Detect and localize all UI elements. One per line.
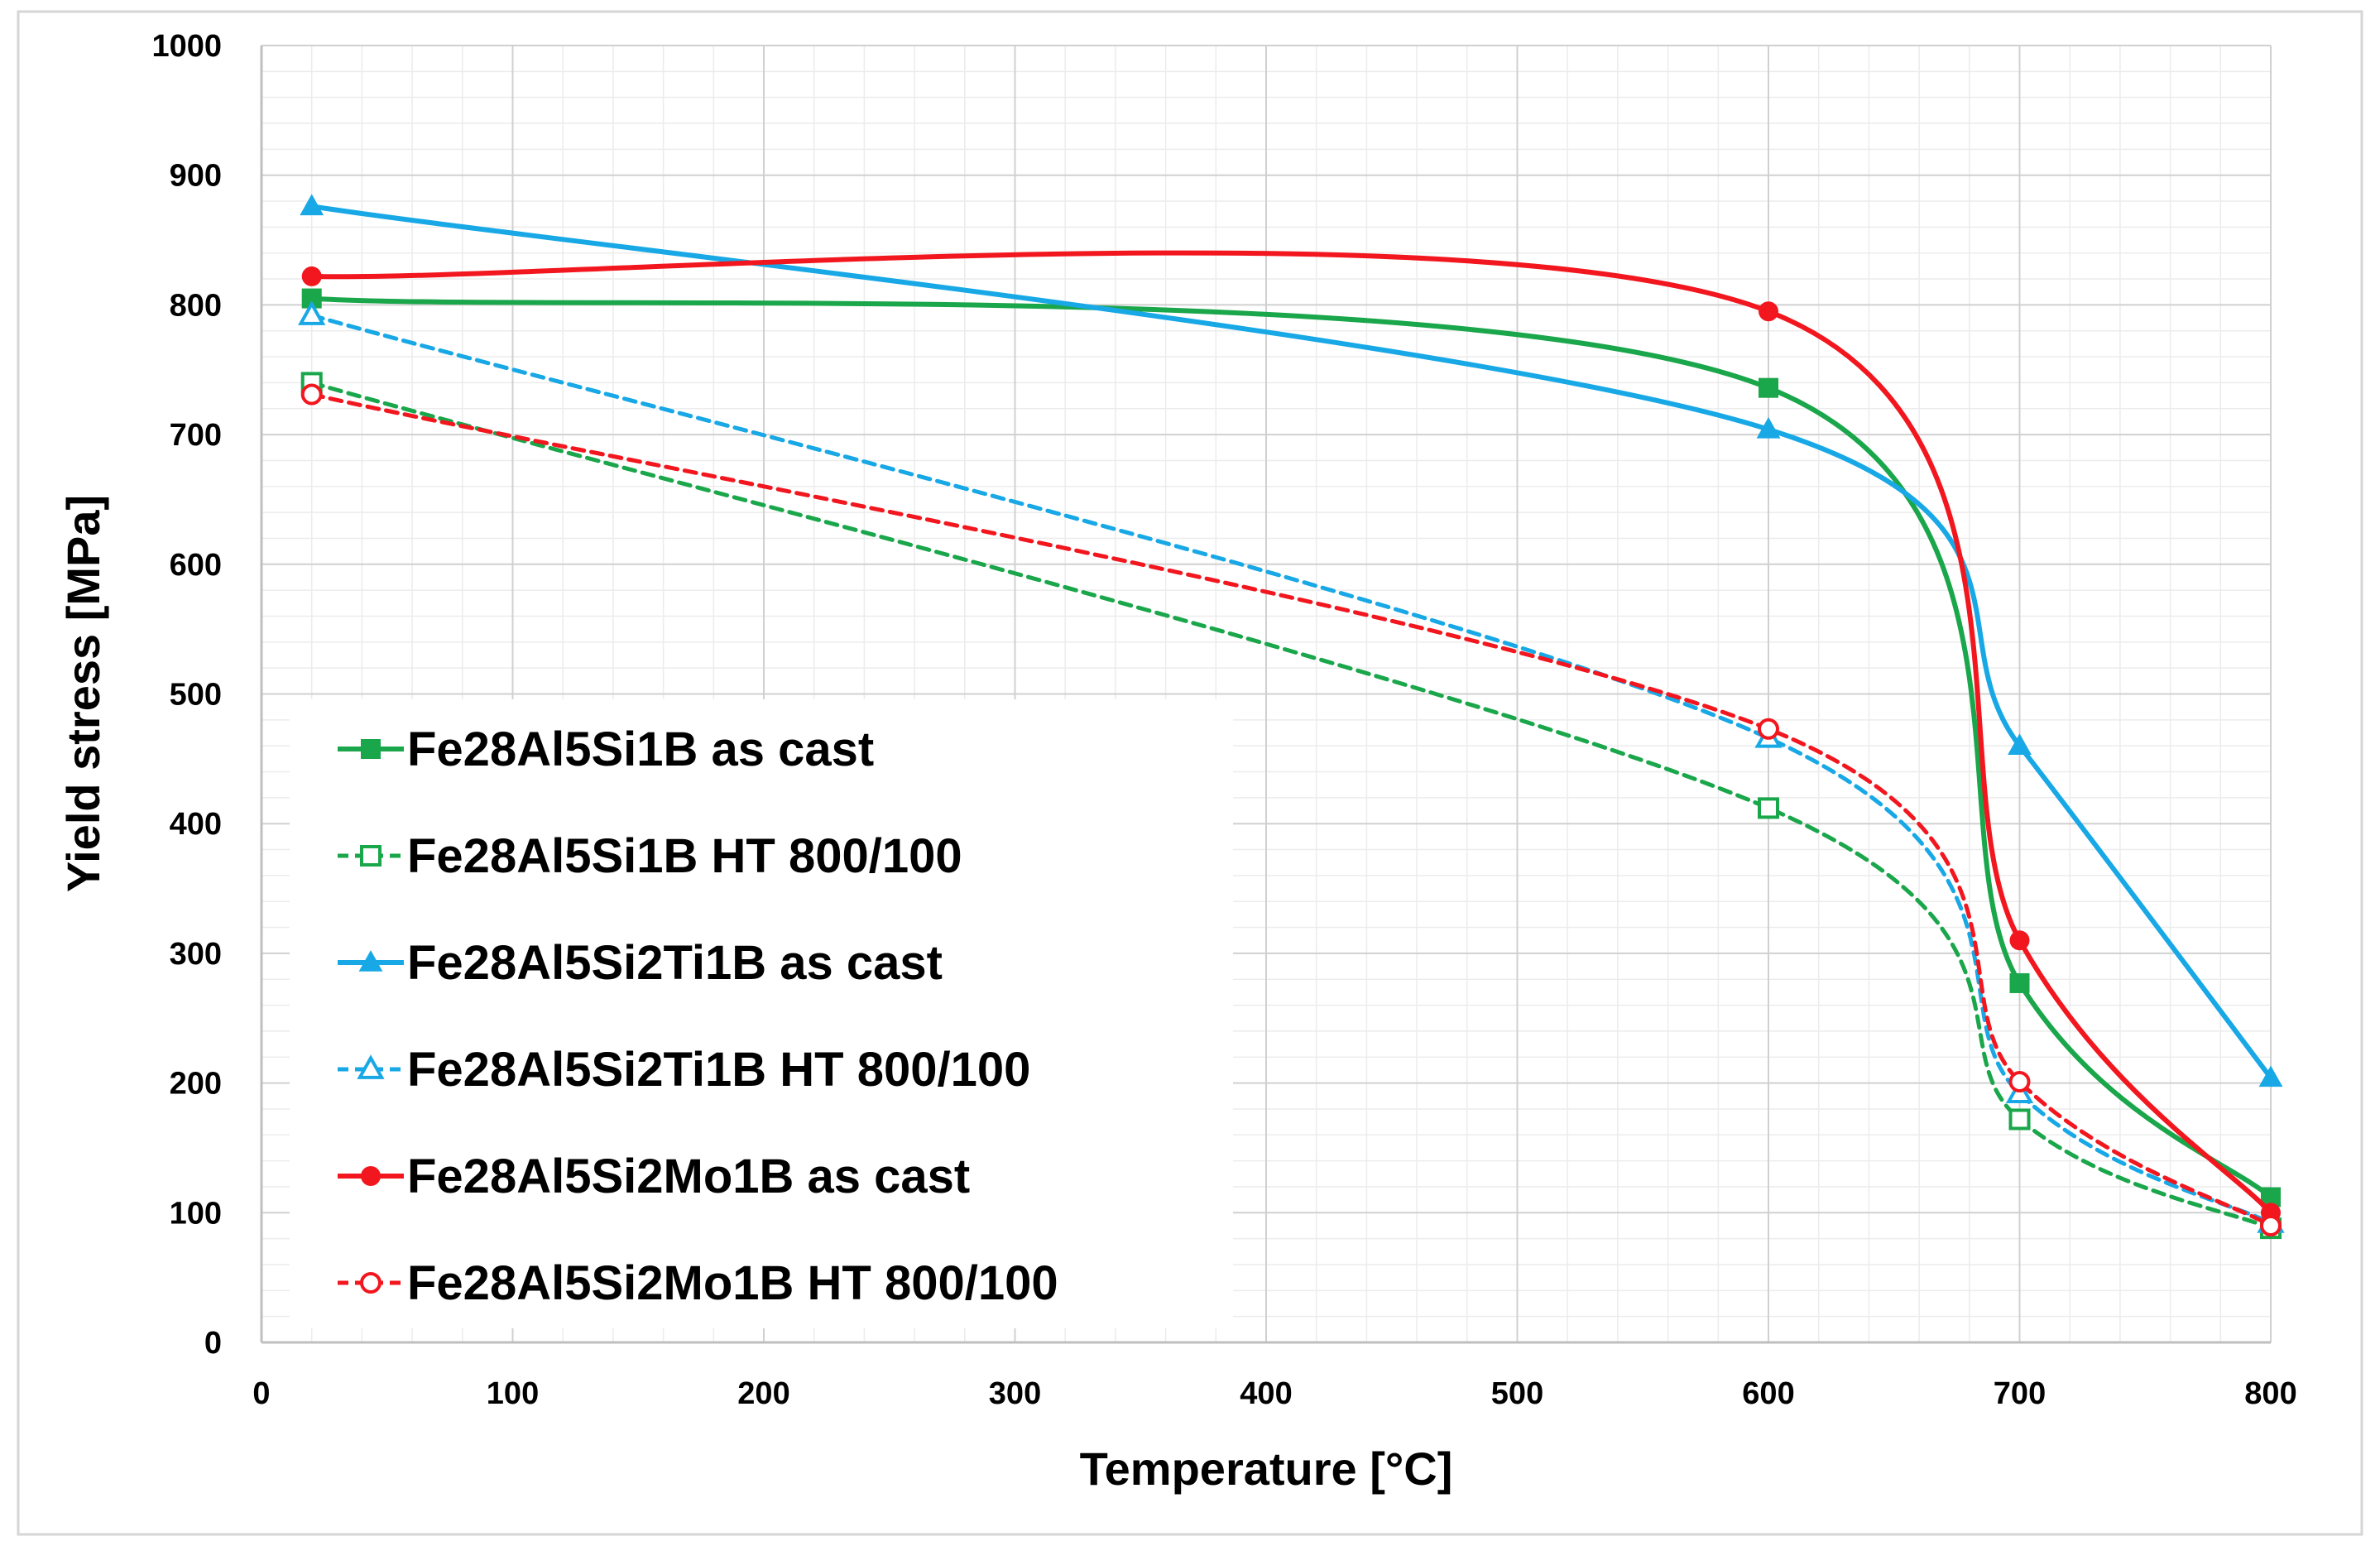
y-tick-label: 500 bbox=[170, 678, 222, 713]
legend-label: Fe28Al5Si1B as cast bbox=[407, 723, 874, 776]
data-point bbox=[298, 300, 326, 325]
y-tick-label: 900 bbox=[170, 159, 222, 194]
x-tick-label: 700 bbox=[1994, 1376, 2046, 1411]
legend-marker bbox=[358, 950, 383, 972]
legend-item: Fe28Al5Si2Mo1B HT 800/100 bbox=[338, 1256, 1058, 1310]
series-layer bbox=[298, 194, 2285, 1240]
legend-item: Fe28Al5Si1B as cast bbox=[338, 723, 874, 776]
y-tick-label: 600 bbox=[170, 548, 222, 583]
y-tick-label: 800 bbox=[170, 288, 222, 323]
legend-label: Fe28Al5Si2Ti1B HT 800/100 bbox=[407, 1043, 1030, 1097]
series-5 bbox=[301, 250, 2281, 1223]
x-tick-label: 400 bbox=[1240, 1376, 1292, 1411]
data-point bbox=[300, 383, 323, 406]
legend-item: Fe28Al5Si1B HT 800/100 bbox=[338, 829, 962, 883]
data-point bbox=[1759, 301, 1778, 322]
legend-label: Fe28Al5Si2Mo1B HT 800/100 bbox=[407, 1256, 1058, 1310]
legend: Fe28Al5Si1B as cast Fe28Al5Si1B HT 800/10… bbox=[290, 699, 1233, 1328]
legend-label: Fe28Al5Si2Ti1B as cast bbox=[407, 936, 943, 990]
data-point bbox=[2009, 972, 2030, 993]
legend-marker bbox=[360, 845, 381, 867]
x-tick-label: 100 bbox=[487, 1376, 539, 1411]
legend-marker bbox=[361, 739, 381, 759]
legend-label: Fe28Al5Si1B HT 800/100 bbox=[407, 829, 962, 883]
x-tick-label: 800 bbox=[2244, 1376, 2296, 1411]
data-point bbox=[301, 266, 322, 286]
legend-marker bbox=[360, 1272, 381, 1294]
legend-marker bbox=[357, 1054, 385, 1079]
legend-marker bbox=[361, 1166, 381, 1186]
y-tick-label: 700 bbox=[170, 418, 222, 453]
data-point bbox=[2258, 1065, 2283, 1087]
series-6 bbox=[300, 383, 2282, 1236]
y-tick-label: 300 bbox=[170, 937, 222, 972]
data-point bbox=[1758, 797, 1779, 819]
x-tick-labels: 0 100 200 300 400 500 600 700 800 bbox=[252, 1376, 2296, 1411]
y-tick-label: 200 bbox=[170, 1067, 222, 1102]
series-line bbox=[309, 380, 2273, 1231]
data-point bbox=[1759, 377, 1778, 398]
y-tick-label: 0 bbox=[204, 1326, 222, 1361]
data-point bbox=[2260, 1214, 2282, 1236]
x-tick-label: 500 bbox=[1491, 1376, 1543, 1411]
data-point bbox=[2008, 733, 2032, 755]
data-point bbox=[2008, 1108, 2031, 1131]
series-line bbox=[309, 392, 2273, 1228]
series-4 bbox=[298, 300, 2285, 1233]
y-tick-label: 1000 bbox=[151, 29, 222, 64]
data-point bbox=[2008, 1071, 2031, 1093]
y-tick-labels: 0 100 200 300 400 500 600 700 800 900 1000 bbox=[151, 29, 222, 1361]
legend-label: Fe28Al5Si2Mo1B as cast bbox=[407, 1150, 970, 1203]
legend-item: Fe28Al5Si2Ti1B HT 800/100 bbox=[338, 1043, 1030, 1097]
x-tick-label: 600 bbox=[1742, 1376, 1794, 1411]
data-point bbox=[1758, 718, 1779, 740]
legend-item: Fe28Al5Si2Ti1B as cast bbox=[338, 936, 943, 990]
x-tick-label: 200 bbox=[737, 1376, 789, 1411]
data-point bbox=[2009, 930, 2030, 951]
series-line bbox=[309, 250, 2273, 1216]
data-point bbox=[300, 194, 324, 216]
series-line bbox=[309, 295, 2273, 1200]
legend-item: Fe28Al5Si2Mo1B as cast bbox=[338, 1150, 970, 1203]
series-3 bbox=[300, 194, 2283, 1087]
legend-background bbox=[290, 699, 1233, 1328]
y-tick-label: 400 bbox=[170, 807, 222, 842]
x-tick-label: 300 bbox=[989, 1376, 1041, 1411]
x-axis-title: Temperature [°C] bbox=[1080, 1443, 1453, 1495]
y-tick-label: 100 bbox=[170, 1196, 222, 1231]
series-line bbox=[309, 204, 2273, 1081]
data-point bbox=[1756, 416, 1781, 439]
x-tick-label: 0 bbox=[252, 1376, 270, 1411]
series-line bbox=[309, 313, 2273, 1226]
y-axis-title: Yield stress [MPa] bbox=[57, 495, 109, 892]
